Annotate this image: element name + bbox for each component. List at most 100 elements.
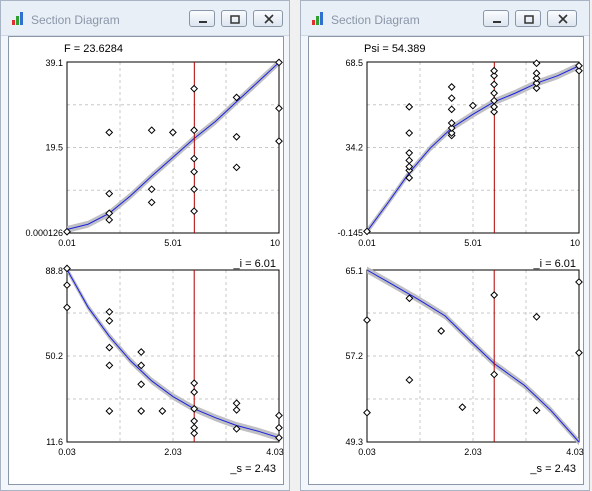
title-bar[interactable]: Section Diagram <box>301 1 589 36</box>
data-point <box>275 411 283 420</box>
data-point <box>190 207 199 216</box>
data-point <box>532 406 541 415</box>
data-point <box>63 281 71 290</box>
y-tick-label: 11.6 <box>46 437 63 447</box>
data-point <box>490 107 499 116</box>
y-tick-label: 0.000126 <box>25 228 63 238</box>
chart-area: F = 23.6284 39.1 19.5 0.000126 0.01 5.01 10 _i … <box>8 36 284 485</box>
restore-button[interactable] <box>221 10 247 27</box>
section-diagram-window-left: Section Diagram F = 23.6284 39.1 19.5 0.000… <box>0 0 290 491</box>
x-tick-label: 10 <box>270 238 280 248</box>
data-point <box>575 66 583 75</box>
data-point <box>275 104 283 113</box>
data-point <box>190 379 199 388</box>
data-point <box>105 343 114 352</box>
data-point <box>190 154 199 163</box>
data-point <box>232 163 241 172</box>
data-point <box>105 128 114 137</box>
chart-area: Psi = 54.389 68.5 34.2 -0.145 0.01 5.01 10 _i =… <box>308 36 584 485</box>
data-point <box>190 126 199 135</box>
data-point <box>105 209 114 218</box>
data-point <box>232 424 241 433</box>
y-tick-label: 39.1 <box>45 58 63 68</box>
data-point <box>405 294 414 303</box>
data-point <box>447 83 456 91</box>
data-point <box>490 80 499 89</box>
data-point <box>363 316 371 324</box>
data-point <box>168 128 177 137</box>
y-tick-label: 34.2 <box>345 143 363 153</box>
data-point <box>190 417 199 425</box>
chart-app-icon <box>12 12 23 25</box>
data-point <box>137 361 146 370</box>
data-point <box>363 227 371 236</box>
readout-label: Psi = 54.389 <box>364 43 425 55</box>
data-point <box>190 404 199 413</box>
x-tick-label: 0.01 <box>58 238 76 248</box>
data-point <box>405 156 414 165</box>
plot-frame <box>66 269 280 443</box>
data-point <box>532 69 541 78</box>
restore-icon <box>524 15 534 24</box>
data-point <box>232 399 241 408</box>
data-point <box>63 303 71 312</box>
data-point <box>532 59 541 68</box>
x-tick-label: 0.03 <box>358 447 376 457</box>
confidence-band <box>367 266 579 446</box>
data-point <box>405 149 414 157</box>
x-axis-label: _s = 2.43 <box>229 463 276 475</box>
data-point <box>232 132 241 141</box>
data-point <box>447 124 456 132</box>
data-point <box>490 370 499 379</box>
x-axis-label: _s = 2.43 <box>529 463 576 475</box>
data-point <box>532 84 541 93</box>
data-point <box>232 93 241 102</box>
x-tick-label: 4.03 <box>266 447 284 457</box>
data-point <box>63 227 71 236</box>
window-title: Section Diagram <box>331 13 420 27</box>
data-point <box>147 126 156 135</box>
data-point <box>575 61 583 70</box>
x-tick-label: 0.03 <box>58 447 76 457</box>
close-button[interactable] <box>547 10 577 27</box>
y-tick-label: 88.8 <box>45 266 63 276</box>
minimize-icon <box>493 21 501 23</box>
data-point <box>137 348 146 356</box>
x-tick-label: 0.01 <box>358 238 376 248</box>
fit-line <box>366 65 580 232</box>
x-tick-label: 2.03 <box>164 447 182 457</box>
data-point <box>405 173 414 182</box>
data-point <box>147 198 156 207</box>
data-point <box>490 96 499 105</box>
data-point <box>105 189 114 198</box>
data-point <box>232 406 241 414</box>
data-point <box>105 215 114 224</box>
plot-frame <box>66 61 280 234</box>
data-point <box>405 129 414 137</box>
close-button[interactable] <box>253 10 283 27</box>
y-tick-label: 19.5 <box>45 143 63 153</box>
fit-line <box>66 269 280 439</box>
x-tick-label: 2.03 <box>464 447 482 457</box>
data-point <box>468 101 477 110</box>
minimize-button[interactable] <box>483 10 509 27</box>
data-point <box>275 58 283 67</box>
data-point <box>405 162 414 171</box>
minimize-button[interactable] <box>189 10 215 27</box>
plot-frame <box>366 61 580 234</box>
data-point <box>532 312 541 321</box>
x-tick-label: 4.03 <box>566 447 584 457</box>
data-point <box>490 66 499 75</box>
data-point <box>137 380 146 389</box>
restore-button[interactable] <box>515 10 541 27</box>
data-point <box>405 102 414 111</box>
restore-icon <box>230 15 240 24</box>
data-point <box>447 105 456 114</box>
title-bar[interactable]: Section Diagram <box>1 1 289 36</box>
data-point <box>363 408 371 417</box>
fit-line <box>66 62 280 230</box>
